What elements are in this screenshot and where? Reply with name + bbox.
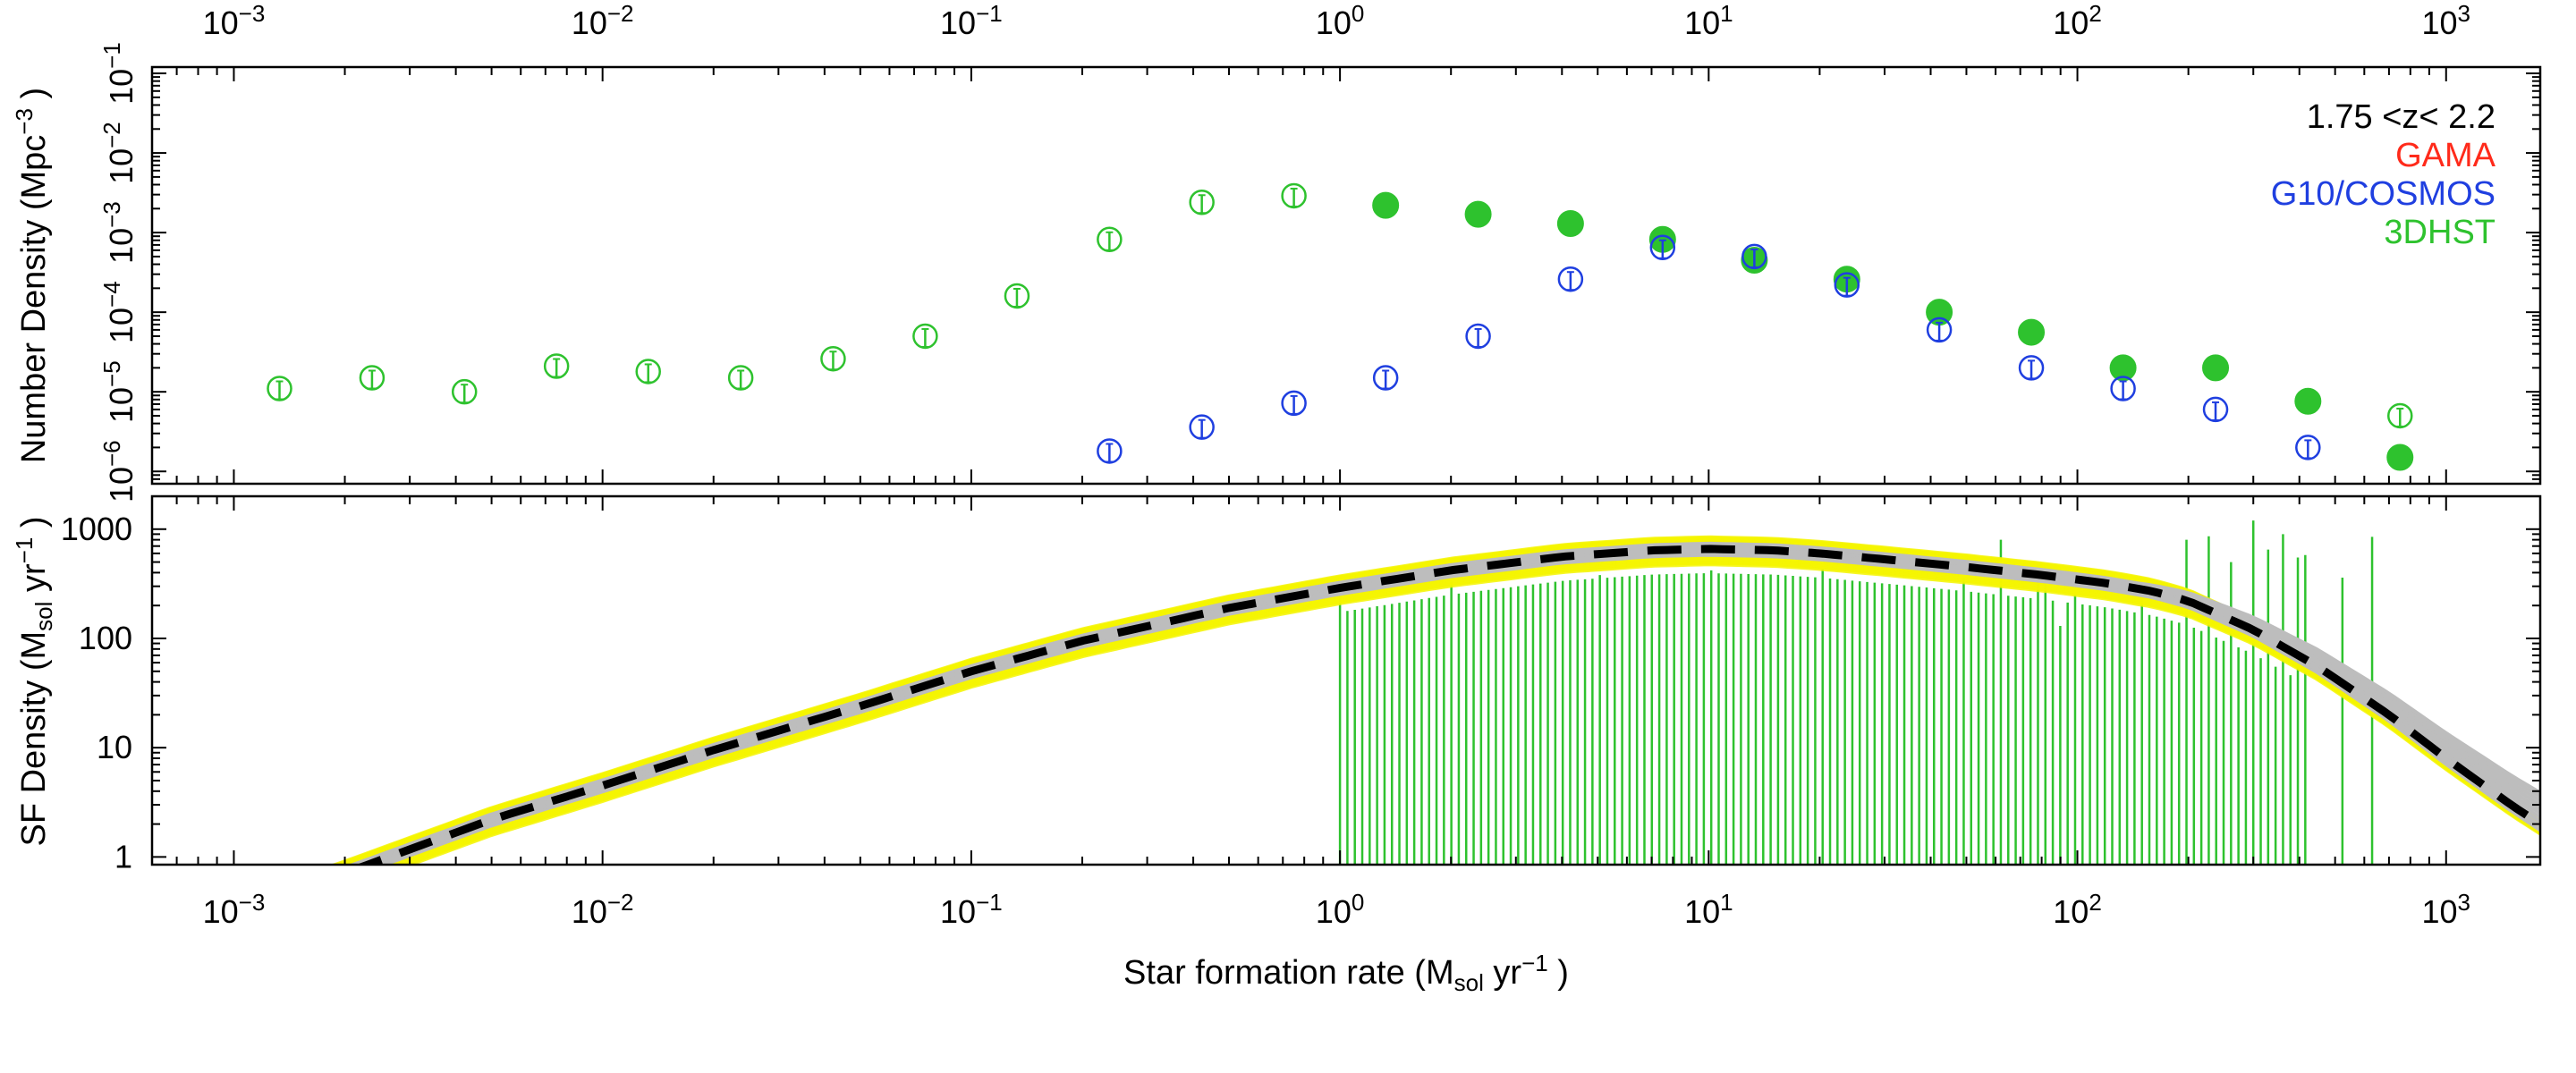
bottom-panel-best-fit-line xyxy=(356,545,2540,865)
top-y-tick-label: 10−1 xyxy=(98,42,140,105)
point-3dhst-filled xyxy=(1556,209,1584,237)
top-y-tick-label: 10−6 xyxy=(98,440,140,503)
bottom-x-tick-label: 10−3 xyxy=(203,889,266,930)
legend-gama: GAMA xyxy=(2395,137,2496,174)
top-y-axis-title: Number Density (Mpc−3 ) xyxy=(11,88,53,463)
top-panel-data-points xyxy=(267,182,2414,471)
top-y-tick-label: 10−5 xyxy=(98,360,140,423)
legend-3dhst: 3DHST xyxy=(2384,214,2496,251)
point-3dhst-filled xyxy=(1372,191,1400,219)
top-panel-frame xyxy=(150,65,2542,486)
bottom-y-tick-label: 100 xyxy=(79,620,132,656)
point-3dhst-filled xyxy=(2018,318,2046,346)
bottom-x-tick-label: 102 xyxy=(2053,889,2102,930)
bottom-y-tick-label: 10 xyxy=(97,729,132,765)
legend-redshift-range: 1.75 <z< 2.2 xyxy=(2307,98,2496,136)
top-x-tick-label: 10−3 xyxy=(203,0,266,41)
top-x-tick-label: 103 xyxy=(2422,0,2471,41)
top-y-tick-label: 10−2 xyxy=(98,122,140,184)
bottom-y-tick-label: 1 xyxy=(114,838,132,874)
top-x-tick-label: 10−2 xyxy=(572,0,634,41)
point-3dhst-filled xyxy=(2109,354,2137,382)
bottom-x-tick-label: 100 xyxy=(1316,889,1365,930)
bottom-panel-yellow-fit-band xyxy=(329,535,2540,865)
best-fit-dashed-line xyxy=(356,545,2540,865)
bottom-x-tick-label: 10−1 xyxy=(940,889,1003,930)
point-3dhst-filled xyxy=(2202,354,2230,382)
axis-ticks xyxy=(151,67,2540,865)
legend-g10-cosmos: G10/COSMOS xyxy=(2271,175,2496,213)
top-x-tick-label: 102 xyxy=(2053,0,2102,41)
top-x-tick-label: 101 xyxy=(1684,0,1733,41)
point-3dhst-filled xyxy=(2294,387,2322,415)
x-axis-title: Star formation rate (Msol yr−1 ) xyxy=(1123,950,1569,996)
panel-frames xyxy=(150,65,2542,866)
legend: 1.75 <z< 2.2 GAMA G10/COSMOS 3DHST xyxy=(2271,98,2496,251)
top-y-tick-label: 10−3 xyxy=(98,201,140,264)
top-x-tick-label: 10−1 xyxy=(940,0,1003,41)
bottom-panel-3dhst-bars xyxy=(1338,520,2374,865)
top-x-tick-label: 100 xyxy=(1316,0,1365,41)
bottom-x-tick-label: 10−2 xyxy=(572,889,634,930)
bottom-y-axis-title: SF Density (Msol yr−1 ) xyxy=(11,516,57,846)
bottom-y-tick-label: 1000 xyxy=(61,511,132,547)
point-3dhst-filled xyxy=(2386,444,2414,471)
fit-curve-yellow xyxy=(347,541,2540,865)
fit-curve-yellow xyxy=(329,535,2540,865)
fit-curve-grey xyxy=(347,541,2540,865)
bottom-panel-frame xyxy=(150,494,2542,866)
bottom-x-tick-label: 101 xyxy=(1684,889,1733,930)
fit-curve-yellow xyxy=(344,540,2540,865)
point-3dhst-filled xyxy=(1464,200,1492,228)
top-y-tick-label: 10−4 xyxy=(98,281,140,343)
bottom-x-tick-label: 103 xyxy=(2422,889,2471,930)
